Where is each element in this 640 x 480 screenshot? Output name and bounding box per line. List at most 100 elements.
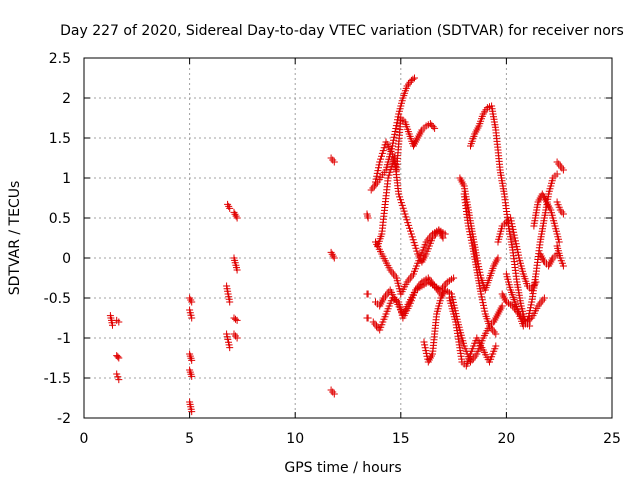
- data-point: [524, 318, 531, 326]
- data-point: [364, 314, 372, 322]
- data-point: [492, 342, 500, 350]
- data-point: [233, 316, 241, 324]
- data-point: [439, 234, 447, 242]
- y-tick-label: 0: [62, 251, 71, 267]
- y-tick-label: 1: [62, 171, 71, 187]
- data-point: [188, 314, 196, 322]
- x-tick-label: 0: [80, 431, 89, 447]
- data-point: [330, 158, 338, 166]
- data-point: [376, 158, 384, 166]
- y-tick-label: 0.5: [49, 211, 71, 227]
- data-point: [498, 302, 506, 310]
- data-point: [115, 354, 123, 362]
- y-tick-label: 2: [62, 91, 71, 107]
- data-point: [232, 315, 239, 323]
- data-point: [364, 214, 372, 222]
- data-point: [386, 168, 394, 176]
- y-tick-label: 2.5: [49, 51, 71, 67]
- x-tick-labels: 0 5 10 15 20 25: [80, 431, 621, 447]
- data-point: [431, 124, 439, 132]
- data-point: [467, 233, 475, 241]
- data-point: [526, 307, 534, 315]
- data-point: [540, 294, 548, 302]
- data-point: [407, 230, 415, 238]
- data-points: [106, 74, 567, 416]
- data-point: [421, 344, 429, 352]
- data-point: [466, 228, 474, 236]
- data-point: [480, 301, 487, 309]
- x-axis-label: GPS time / hours: [284, 460, 401, 476]
- data-point: [409, 236, 417, 244]
- x-tick-label: 5: [185, 431, 194, 447]
- data-point: [526, 322, 534, 330]
- data-point: [515, 251, 522, 259]
- data-point: [374, 167, 382, 175]
- data-point: [555, 238, 563, 246]
- data-point: [422, 349, 430, 357]
- data-point: [400, 207, 408, 215]
- data-point: [513, 245, 521, 253]
- data-point: [401, 210, 409, 218]
- data-point: [478, 296, 486, 304]
- data-point: [188, 408, 196, 416]
- y-tick-label: -1: [57, 331, 71, 347]
- data-point: [403, 216, 411, 224]
- data-point: [226, 344, 234, 352]
- data-point: [512, 240, 520, 248]
- data-point: [328, 250, 336, 258]
- data-point: [372, 178, 379, 186]
- plot-frame: [83, 57, 613, 419]
- x-tick-label: 20: [497, 431, 515, 447]
- data-point: [409, 75, 417, 83]
- data-point: [405, 221, 413, 229]
- chart-title: Day 227 of 2020, Sidereal Day-to-day VTE…: [60, 23, 624, 39]
- data-point: [413, 247, 421, 255]
- data-point: [477, 290, 485, 298]
- data-point: [389, 139, 397, 147]
- data-point: [411, 241, 419, 249]
- data-point: [188, 356, 196, 364]
- data-point: [364, 290, 372, 298]
- data-point: [492, 330, 500, 338]
- grid-lines: [84, 58, 612, 418]
- data-point: [397, 196, 404, 204]
- x-tick-label: 15: [392, 431, 410, 447]
- data-point: [233, 334, 241, 342]
- data-point: [392, 125, 400, 132]
- data-point: [188, 372, 196, 380]
- data-point: [510, 231, 518, 239]
- data-point: [405, 80, 412, 88]
- x-tick-label: 25: [603, 431, 621, 447]
- data-point: [395, 190, 403, 198]
- data-point: [233, 266, 241, 274]
- y-tick-label: 1.5: [49, 131, 71, 147]
- data-point: [390, 133, 398, 141]
- data-point: [330, 254, 338, 262]
- data-point: [525, 312, 533, 320]
- data-point: [527, 301, 535, 309]
- data-point: [392, 122, 400, 130]
- data-point: [507, 214, 515, 222]
- data-point: [494, 254, 502, 262]
- data-point: [559, 166, 567, 174]
- data-point: [511, 234, 519, 242]
- y-tick-label: -0.5: [44, 291, 71, 307]
- data-point: [481, 307, 489, 315]
- data-point: [226, 204, 234, 212]
- data-point: [378, 152, 385, 160]
- data-point: [398, 201, 406, 209]
- axis-ticks: [83, 57, 613, 419]
- data-point: [115, 318, 123, 326]
- data-point: [375, 161, 383, 169]
- data-point: [420, 338, 428, 346]
- data-point: [188, 298, 196, 306]
- data-point: [508, 220, 516, 228]
- data-point: [411, 74, 418, 82]
- data-point: [233, 214, 241, 222]
- y-axis-label: SDTVAR / TECUs: [7, 181, 23, 296]
- data-point: [509, 225, 517, 233]
- x-tick-label: 10: [286, 431, 304, 447]
- data-point: [115, 376, 123, 384]
- data-point: [429, 123, 437, 131]
